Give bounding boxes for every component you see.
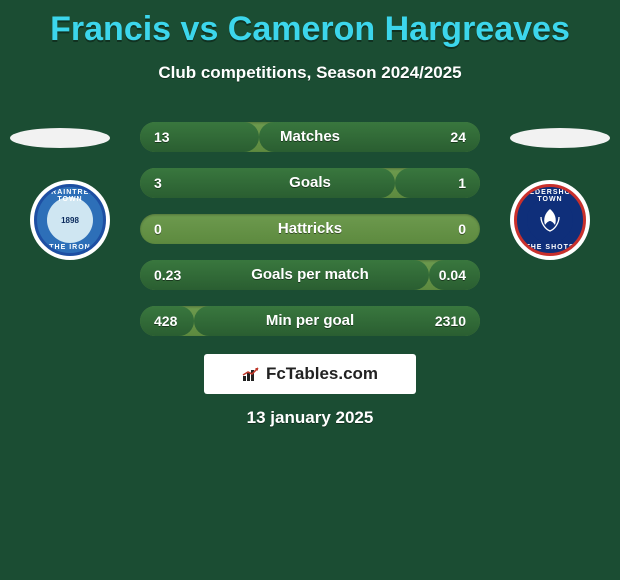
club-left-center: 1898 (47, 197, 93, 243)
site-logo: FcTables.com (204, 354, 416, 394)
club-right-center (527, 197, 573, 243)
stat-bar: 1324Matches (140, 122, 480, 152)
page-title: Francis vs Cameron Hargreaves (0, 0, 620, 49)
club-badge-right: ALDERSHOT TOWN THE SHOTS (510, 180, 590, 260)
page-subtitle: Club competitions, Season 2024/2025 (0, 63, 620, 83)
club-right-text-bottom: THE SHOTS (525, 244, 574, 251)
club-right-text-top: ALDERSHOT TOWN (517, 189, 583, 203)
stat-bar: 00Hattricks (140, 214, 480, 244)
stats-bars: 1324Matches 31Goals 00Hattricks 0.230.04Goa… (140, 122, 480, 352)
club-left-text-top: BRAINTREE TOWN (37, 189, 103, 203)
player-photo-left (10, 128, 110, 148)
site-logo-icon (242, 367, 260, 381)
date-text: 13 january 2025 (0, 408, 620, 428)
club-left-text-bottom: THE IRON (49, 244, 90, 251)
stat-bar: 0.230.04Goals per match (140, 260, 480, 290)
stat-label: Min per goal (140, 306, 480, 336)
stat-bar: 4282310Min per goal (140, 306, 480, 336)
stat-label: Goals (140, 168, 480, 198)
phoenix-icon (535, 205, 565, 235)
player-photo-right (510, 128, 610, 148)
stat-label: Goals per match (140, 260, 480, 290)
stat-label: Hattricks (140, 214, 480, 244)
stat-label: Matches (140, 122, 480, 152)
club-badge-left: BRAINTREE TOWN 1898 THE IRON (30, 180, 110, 260)
stat-bar: 31Goals (140, 168, 480, 198)
site-logo-text: FcTables.com (266, 364, 378, 384)
